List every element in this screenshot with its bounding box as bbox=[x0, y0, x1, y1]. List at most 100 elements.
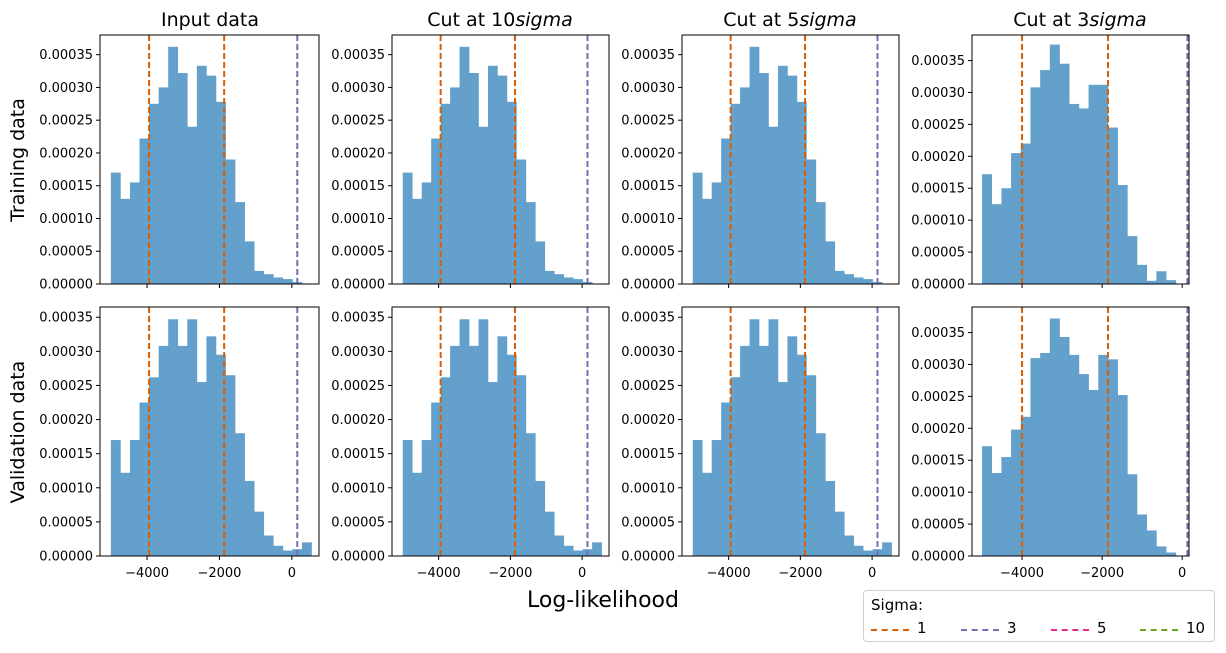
histogram-bar bbox=[740, 87, 750, 284]
histogram-bar bbox=[478, 319, 489, 556]
x-tick-label: 0 bbox=[288, 566, 296, 581]
histogram-bar bbox=[563, 545, 574, 556]
y-tick-label: 0.00030 bbox=[39, 345, 93, 360]
y-tick-label: 0.00035 bbox=[331, 311, 385, 326]
y-tick-label: 0.00010 bbox=[39, 481, 93, 496]
row-label-training: Training data bbox=[7, 98, 29, 223]
histogram-bar bbox=[1030, 358, 1041, 556]
histogram-bar bbox=[263, 535, 274, 556]
histogram-bar bbox=[982, 174, 992, 284]
histogram-bar bbox=[421, 440, 432, 556]
y-tick-label: 0.00015 bbox=[621, 447, 675, 462]
histogram-bar bbox=[301, 542, 312, 556]
y-tick-label: 0.00005 bbox=[39, 515, 93, 530]
histogram-bar bbox=[825, 480, 836, 556]
histogram-bar bbox=[516, 375, 527, 556]
column-title-1: Input data bbox=[161, 9, 259, 31]
y-tick-label: 0.00035 bbox=[39, 311, 93, 326]
histogram-bar bbox=[177, 345, 188, 556]
y-tick-label: 0.00020 bbox=[911, 422, 965, 437]
histogram-bar bbox=[711, 440, 722, 556]
histogram-bar bbox=[1059, 63, 1070, 285]
y-tick-label: 0.00015 bbox=[331, 447, 385, 462]
histogram-bar bbox=[196, 65, 207, 284]
histogram-bar bbox=[702, 472, 712, 556]
x-tick-label: −4000 bbox=[707, 566, 751, 581]
histogram-bar bbox=[516, 159, 527, 284]
histogram-bar bbox=[787, 75, 798, 284]
histogram-bar bbox=[129, 440, 140, 556]
histogram-bar bbox=[1078, 374, 1089, 556]
y-tick-label: 0.00010 bbox=[331, 212, 385, 227]
legend-label-sigma-10: 10 bbox=[1186, 619, 1206, 637]
histogram-bar bbox=[402, 440, 413, 556]
histogram-bar bbox=[1098, 84, 1109, 284]
y-tick-label: 0.00025 bbox=[331, 114, 385, 129]
histogram-bar bbox=[273, 545, 284, 556]
histogram-bar bbox=[168, 46, 179, 284]
legend-swatch-sigma-1 bbox=[871, 629, 909, 631]
histogram-bar bbox=[1059, 337, 1070, 556]
histogram-bar bbox=[815, 202, 826, 284]
histogram-bar bbox=[787, 336, 798, 556]
histogram-bar bbox=[469, 345, 479, 556]
y-tick-label: 0.00005 bbox=[911, 518, 965, 533]
histogram-bar bbox=[1011, 429, 1022, 556]
histogram-bar bbox=[1156, 546, 1167, 556]
y-tick-label: 0.00005 bbox=[331, 245, 385, 260]
histogram-bar bbox=[692, 172, 703, 284]
histogram-bar bbox=[497, 75, 508, 284]
histogram-bar bbox=[535, 480, 546, 556]
histogram-bar bbox=[282, 550, 293, 556]
histogram-bar bbox=[412, 472, 422, 556]
histogram-bar bbox=[834, 270, 845, 284]
histogram-bar bbox=[1011, 153, 1022, 284]
histogram-bar bbox=[215, 354, 226, 556]
histogram-bar bbox=[1001, 188, 1012, 284]
y-tick-label: 0.00000 bbox=[331, 550, 385, 565]
histogram-bar bbox=[863, 550, 873, 556]
column-title-2: Cut at 10sigma bbox=[427, 9, 573, 31]
y-tick-label: 0.00025 bbox=[911, 390, 965, 405]
y-tick-label: 0.00015 bbox=[621, 179, 675, 194]
y-tick-label: 0.00005 bbox=[911, 246, 965, 261]
y-tick-label: 0.00020 bbox=[621, 146, 675, 161]
y-tick-label: 0.00030 bbox=[621, 345, 675, 360]
histogram-bar bbox=[692, 440, 703, 556]
x-tick-label: −2000 bbox=[1080, 566, 1124, 581]
histogram-bar bbox=[740, 345, 750, 556]
y-tick-label: 0.00005 bbox=[621, 515, 675, 530]
histogram-bar bbox=[402, 172, 413, 284]
histogram-bar bbox=[882, 542, 892, 556]
y-tick-label: 0.00020 bbox=[39, 413, 93, 428]
x-tick-label: −2000 bbox=[778, 566, 822, 581]
histogram-bar bbox=[806, 159, 817, 284]
histogram-bar bbox=[187, 319, 198, 556]
legend-label-sigma-3: 3 bbox=[1007, 619, 1017, 637]
histogram-bar bbox=[1156, 271, 1167, 284]
histogram-bar bbox=[440, 377, 451, 556]
y-tick-label: 0.00015 bbox=[911, 454, 965, 469]
histogram-bar bbox=[863, 279, 873, 284]
axes-frame bbox=[391, 306, 610, 557]
y-tick-label: 0.00025 bbox=[39, 379, 93, 394]
histogram-bar bbox=[244, 241, 255, 284]
histogram-bar bbox=[431, 402, 441, 556]
histogram-bar bbox=[139, 402, 150, 556]
y-tick-label: 0.00025 bbox=[621, 114, 675, 129]
histogram-bar bbox=[544, 511, 555, 556]
y-tick-label: 0.00005 bbox=[621, 245, 675, 260]
histogram-bar bbox=[1040, 70, 1051, 285]
legend-title: Sigma: bbox=[871, 596, 924, 614]
panel-training-4: 0.00000 0.00005 0.00010 0.00015 0.00020 0.000… bbox=[911, 34, 1190, 293]
histogram-bar bbox=[796, 354, 807, 556]
legend-swatch-sigma-5 bbox=[1051, 629, 1089, 631]
histogram-bar bbox=[834, 511, 845, 556]
y-tick-label: 0.00035 bbox=[911, 54, 965, 69]
panel-training-2: 0.00000 0.00005 0.00010 0.00015 0.00020 0.000… bbox=[331, 34, 610, 293]
y-tick-label: 0.00000 bbox=[39, 550, 93, 565]
histogram-bar bbox=[991, 204, 1002, 284]
x-axis-label: Log-likelihood bbox=[527, 588, 679, 613]
histogram-bar bbox=[1107, 359, 1118, 556]
